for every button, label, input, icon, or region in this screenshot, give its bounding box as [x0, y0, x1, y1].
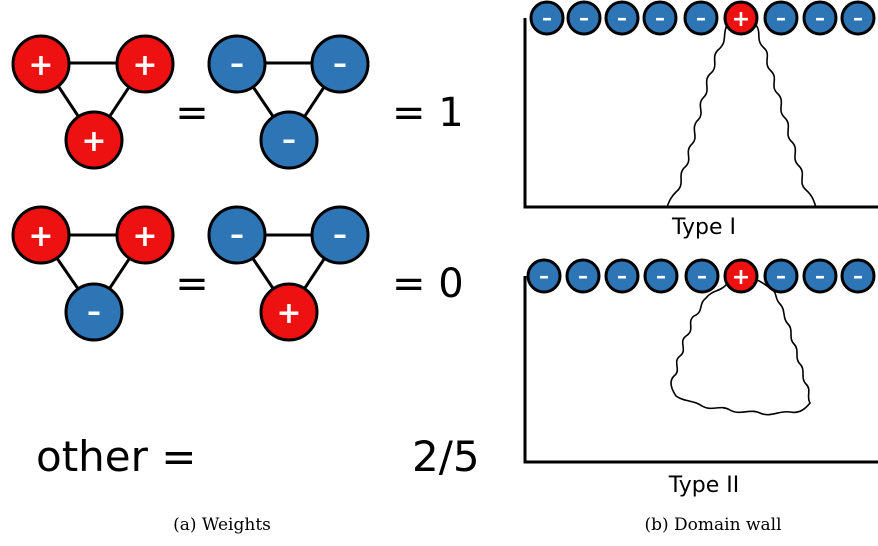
svg-text:–: – [655, 6, 665, 30]
domain-wall-curve [755, 24, 817, 208]
other-value: 2/5 [412, 432, 480, 481]
spin-minus: – [802, 0, 838, 36]
svg-text:–: – [853, 6, 863, 30]
svg-text:+: + [732, 265, 750, 290]
spin-minus: – [643, 258, 679, 294]
svg-text:+: + [732, 7, 750, 32]
spin-chain: – – – – – + – – – [526, 258, 876, 294]
spin-minus: – [840, 258, 876, 294]
spin-minus: – [763, 258, 799, 294]
spin-minus: – [529, 0, 565, 36]
node-plus: + [259, 282, 319, 342]
node-minus: – [310, 205, 370, 265]
spin-minus: – [604, 258, 640, 294]
svg-text:+: + [132, 48, 157, 83]
node-plus: + [11, 205, 71, 265]
weight-value-0: = 0 [392, 261, 464, 307]
node-plus: + [64, 110, 124, 170]
node-minus: – [64, 282, 124, 342]
spin-plus: + [723, 0, 759, 36]
svg-text:–: – [333, 47, 347, 80]
spin-plus: + [723, 258, 759, 294]
svg-text:–: – [87, 295, 101, 328]
spin-minus: – [566, 0, 602, 36]
svg-text:–: – [776, 6, 786, 30]
spin-chain: – – – – – + – – – [529, 0, 876, 36]
spin-minus: – [802, 258, 838, 294]
svg-text:–: – [696, 6, 706, 30]
svg-text:–: – [697, 264, 707, 288]
svg-text:–: – [617, 264, 627, 288]
node-minus: – [207, 34, 267, 94]
domain-wall-loop [670, 279, 811, 416]
triangle-all-plus: + + + [11, 34, 175, 170]
svg-text:–: – [656, 264, 666, 288]
type-1-label: Type I [671, 215, 736, 240]
domain-wall-panel: – – – – – + – – – Type I – – – – – + [523, 0, 878, 535]
triangle-plus-plus-minus: + + – [11, 205, 175, 342]
svg-text:+: + [132, 219, 157, 254]
node-minus: – [310, 34, 370, 94]
svg-text:–: – [853, 264, 863, 288]
spin-minus: – [565, 258, 601, 294]
weights-panel: + + + = – – – [11, 34, 480, 535]
svg-text:+: + [28, 219, 53, 254]
svg-text:–: – [776, 264, 786, 288]
other-label: other = [36, 432, 196, 481]
weight-value-1: = 1 [392, 90, 464, 136]
svg-text:–: – [578, 264, 588, 288]
triangle-all-minus: – – – [207, 34, 370, 170]
node-minus: – [259, 110, 319, 170]
spin-minus: – [840, 0, 876, 36]
caption-domain-wall: (b) Domain wall [644, 515, 781, 535]
spin-minus: – [604, 0, 640, 36]
node-plus: + [11, 34, 71, 94]
caption-weights: (a) Weights [173, 515, 271, 535]
svg-text:+: + [276, 296, 301, 331]
svg-text:–: – [282, 123, 296, 156]
triangle-minus-minus-plus: – – + [207, 205, 370, 342]
svg-text:–: – [230, 218, 244, 251]
type-2-label: Type II [668, 473, 740, 498]
svg-text:–: – [333, 218, 347, 251]
spin-minus: – [526, 258, 562, 294]
svg-text:–: – [815, 264, 825, 288]
equals-sign: = [175, 90, 209, 136]
domain-wall-type-2: – – – – – + – – – Type II [523, 258, 878, 498]
spin-minus: – [683, 0, 719, 36]
svg-text:+: + [28, 48, 53, 83]
node-plus: + [115, 205, 175, 265]
svg-text:–: – [815, 6, 825, 30]
spin-minus: – [763, 0, 799, 36]
svg-text:–: – [542, 6, 552, 30]
svg-text:–: – [230, 47, 244, 80]
node-minus: – [207, 205, 267, 265]
spin-minus: – [642, 0, 678, 36]
svg-text:+: + [81, 124, 106, 159]
svg-text:–: – [539, 264, 549, 288]
spin-minus: – [684, 258, 720, 294]
domain-wall-curve [666, 24, 728, 208]
svg-text:–: – [617, 6, 627, 30]
node-plus: + [115, 34, 175, 94]
equals-sign: = [175, 261, 209, 307]
svg-text:–: – [579, 6, 589, 30]
domain-wall-type-1: – – – – – + – – – Type I [523, 0, 878, 240]
